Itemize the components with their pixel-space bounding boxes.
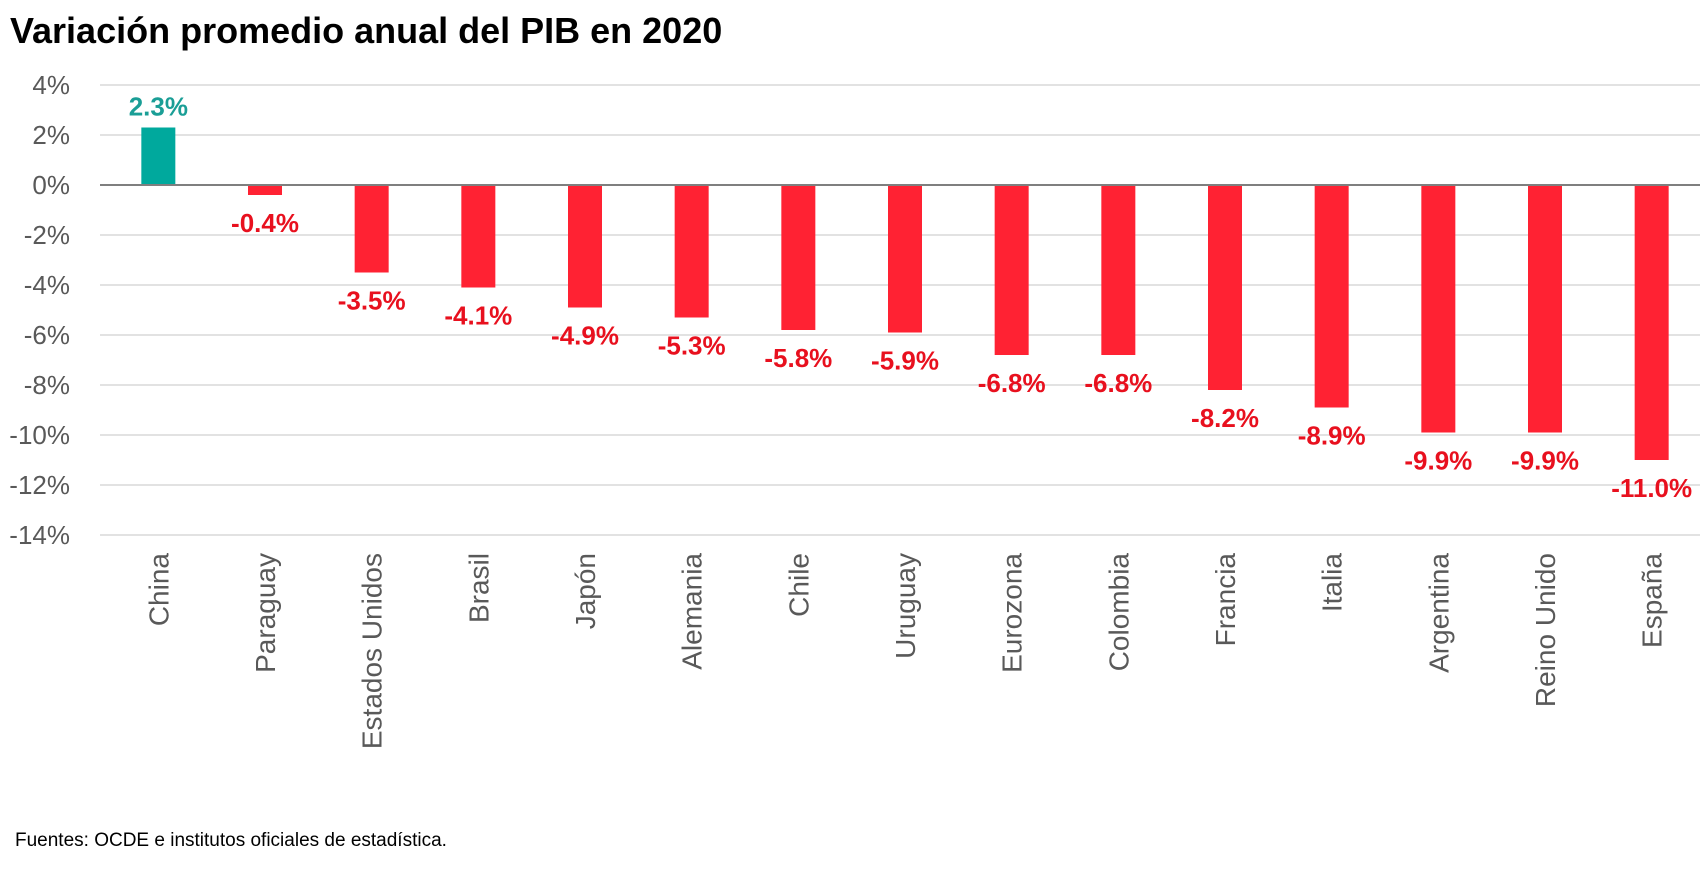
y-tick-label: 0%	[32, 170, 70, 200]
bar	[1101, 185, 1136, 355]
data-label: -9.9%	[1511, 446, 1579, 476]
x-tick-label: Uruguay	[890, 553, 921, 659]
data-label: -0.4%	[231, 208, 299, 238]
x-tick-label: China	[143, 553, 174, 627]
bar	[568, 185, 602, 308]
source-note: Fuentes: OCDE e institutos oficiales de …	[15, 830, 447, 851]
x-tick-label: Chile	[783, 553, 814, 617]
y-tick-label: -14%	[9, 520, 70, 550]
data-label: -9.9%	[1404, 446, 1472, 476]
data-label: -3.5%	[338, 286, 406, 316]
x-tick-label: Japón	[570, 553, 601, 629]
x-tick-label: Francia	[1210, 553, 1241, 647]
bar	[461, 185, 496, 288]
bar	[888, 185, 922, 333]
bar	[1421, 185, 1456, 433]
x-tick-label: Paraguay	[250, 553, 281, 673]
data-label: -5.8%	[764, 343, 832, 373]
data-label: 2.3%	[129, 92, 188, 122]
y-tick-label: 2%	[32, 120, 70, 150]
data-label: -6.8%	[1084, 368, 1152, 398]
data-labels: 2.3% -0.4% -3.5% -4.1% -4.9% -5.3% -5.8% -5.9% -…	[129, 92, 1692, 504]
bar	[1528, 185, 1562, 433]
x-tick-label: Eurozona	[997, 553, 1028, 673]
y-tick-label: -2%	[24, 220, 70, 250]
bar	[1634, 185, 1669, 460]
bar-chart: 4% 2% 0% -2% -4% -6% -8% -10% -12% -14% 2.3% -0.4%…	[9, 70, 1700, 750]
data-label: -4.9%	[551, 321, 619, 351]
data-label: -8.9%	[1298, 421, 1366, 451]
x-tick-label: Estados Unidos	[357, 553, 388, 749]
bar	[248, 185, 282, 195]
y-tick-label: -8%	[24, 370, 70, 400]
x-tick-label: Reino Unido	[1530, 553, 1561, 707]
bar	[1208, 185, 1242, 390]
bar	[994, 185, 1029, 355]
chart-title: Variación promedio anual del PIB en 2020	[10, 10, 723, 51]
bar	[354, 185, 389, 273]
data-label: -11.0%	[1611, 473, 1692, 503]
y-axis-tick-labels: 4% 2% 0% -2% -4% -6% -8% -10% -12% -14%	[9, 70, 70, 550]
data-label: -8.2%	[1191, 403, 1259, 433]
x-tick-label: Italia	[1317, 553, 1348, 613]
x-tick-label: Colombia	[1103, 553, 1134, 672]
data-label: -5.9%	[871, 346, 939, 376]
y-tick-label: -4%	[24, 270, 70, 300]
bar	[141, 127, 176, 185]
data-label: -4.1%	[444, 301, 512, 331]
bar	[781, 185, 816, 330]
data-label: -5.3%	[658, 331, 726, 361]
bar	[674, 185, 709, 318]
y-tick-label: -10%	[9, 420, 70, 450]
bar	[1314, 185, 1349, 408]
x-tick-label: Brasil	[463, 553, 494, 623]
x-axis-tick-labels: China Paraguay Estados Unidos Brasil Japón Al…	[143, 553, 1667, 750]
y-tick-label: -12%	[9, 470, 70, 500]
y-tick-label: -6%	[24, 320, 70, 350]
data-label: -6.8%	[978, 368, 1046, 398]
y-tick-label: 4%	[32, 70, 70, 100]
x-tick-label: Alemania	[677, 553, 708, 670]
bars	[141, 127, 1669, 460]
x-tick-label: España	[1637, 553, 1668, 648]
x-tick-label: Argentina	[1423, 553, 1454, 673]
